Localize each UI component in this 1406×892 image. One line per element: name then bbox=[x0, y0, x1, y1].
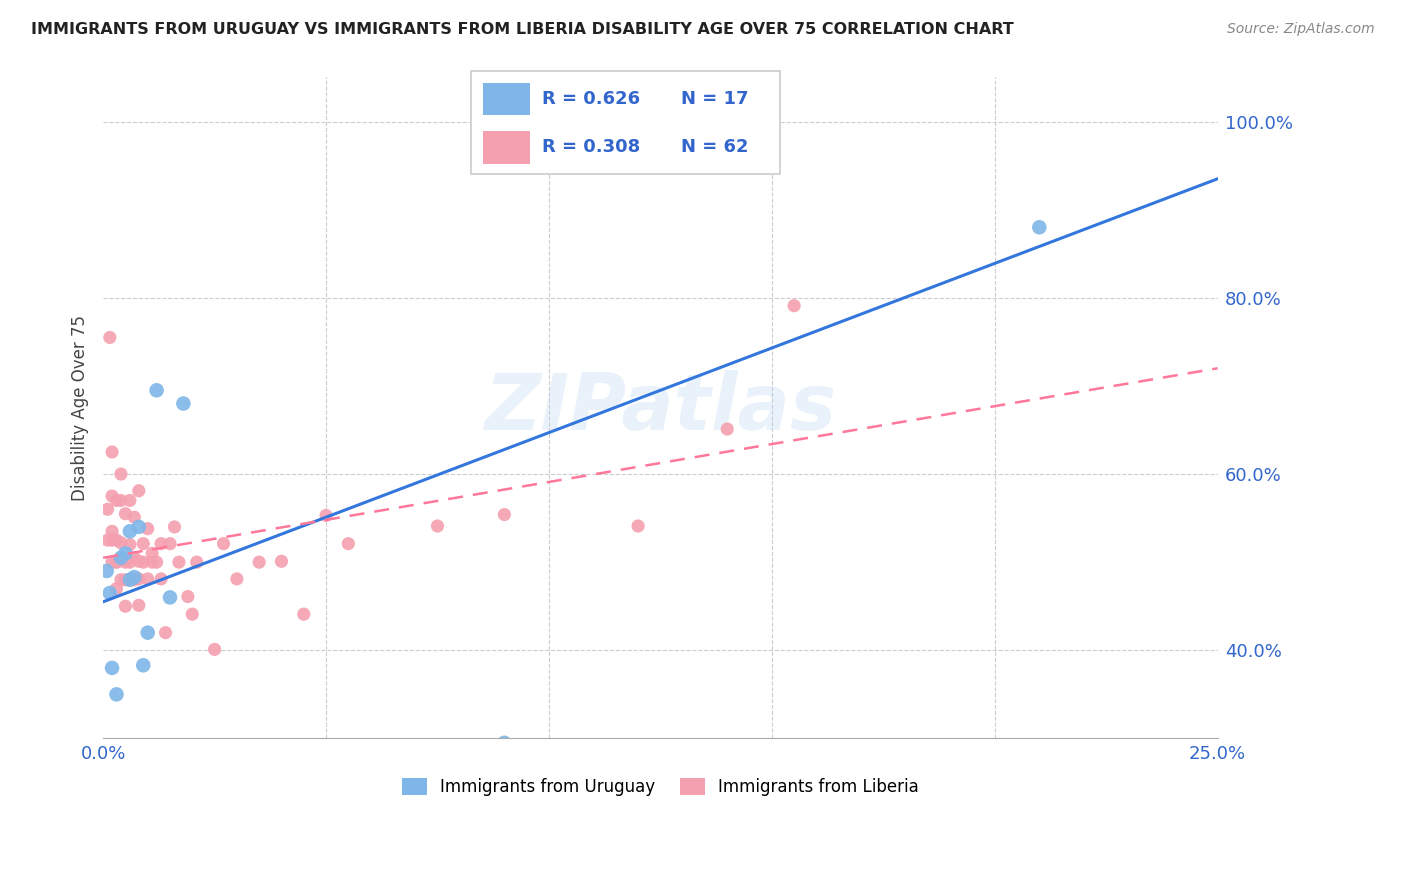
Point bbox=[270, 554, 292, 568]
Point bbox=[101, 555, 124, 569]
Point bbox=[716, 422, 738, 436]
Text: R = 0.308: R = 0.308 bbox=[543, 138, 640, 156]
Point bbox=[145, 384, 167, 398]
Point bbox=[163, 520, 186, 534]
Point bbox=[118, 573, 141, 587]
FancyBboxPatch shape bbox=[484, 83, 530, 115]
Point bbox=[136, 572, 159, 586]
Point bbox=[98, 586, 121, 600]
Point bbox=[118, 537, 141, 551]
Point bbox=[494, 508, 516, 522]
Point bbox=[150, 572, 173, 586]
Point bbox=[124, 550, 146, 565]
Text: N = 62: N = 62 bbox=[682, 138, 749, 156]
Point bbox=[426, 519, 449, 533]
Point bbox=[128, 599, 150, 613]
Point bbox=[494, 736, 516, 750]
Point bbox=[97, 533, 120, 548]
Text: N = 17: N = 17 bbox=[682, 90, 749, 108]
Point bbox=[136, 522, 159, 536]
Point bbox=[110, 535, 132, 549]
Point bbox=[110, 467, 132, 481]
Point bbox=[132, 658, 155, 673]
Point bbox=[105, 533, 128, 548]
Point bbox=[118, 573, 141, 587]
Point bbox=[97, 502, 120, 516]
Point bbox=[101, 489, 124, 503]
Point bbox=[172, 396, 194, 410]
Point bbox=[114, 546, 136, 560]
Point bbox=[101, 524, 124, 539]
Point bbox=[292, 607, 315, 622]
Point bbox=[110, 573, 132, 587]
Point bbox=[128, 520, 150, 534]
Point bbox=[98, 330, 121, 344]
Point bbox=[155, 625, 177, 640]
Point bbox=[150, 536, 173, 550]
Point bbox=[105, 493, 128, 508]
Point bbox=[627, 519, 650, 533]
Point bbox=[159, 536, 181, 550]
Point bbox=[181, 607, 204, 622]
Point bbox=[110, 550, 132, 565]
Point bbox=[114, 507, 136, 521]
Text: R = 0.626: R = 0.626 bbox=[543, 90, 640, 108]
Point bbox=[783, 299, 806, 313]
Y-axis label: Disability Age Over 75: Disability Age Over 75 bbox=[72, 315, 89, 501]
Point bbox=[159, 591, 181, 605]
Point bbox=[212, 536, 235, 550]
Point bbox=[101, 533, 124, 548]
Point bbox=[315, 508, 337, 523]
Point bbox=[105, 555, 128, 569]
Point bbox=[118, 493, 141, 508]
Point bbox=[132, 536, 155, 550]
Point bbox=[114, 599, 136, 614]
Point bbox=[177, 590, 200, 604]
Point bbox=[110, 552, 132, 566]
Point bbox=[110, 493, 132, 508]
Point bbox=[114, 573, 136, 587]
Text: Source: ZipAtlas.com: Source: ZipAtlas.com bbox=[1227, 22, 1375, 37]
Point bbox=[128, 572, 150, 586]
Point bbox=[118, 524, 141, 539]
Legend: Immigrants from Uruguay, Immigrants from Liberia: Immigrants from Uruguay, Immigrants from… bbox=[395, 772, 925, 803]
Point bbox=[124, 570, 146, 584]
Point bbox=[96, 564, 118, 578]
Point bbox=[225, 572, 247, 586]
Point bbox=[124, 573, 146, 587]
FancyBboxPatch shape bbox=[471, 71, 780, 174]
Point bbox=[141, 546, 163, 560]
Point bbox=[1028, 220, 1050, 235]
Text: ZIPatlas: ZIPatlas bbox=[484, 370, 837, 446]
Point bbox=[337, 536, 360, 550]
Point bbox=[114, 555, 136, 569]
Point bbox=[167, 555, 190, 569]
Point bbox=[105, 687, 128, 701]
Point bbox=[128, 483, 150, 498]
Point bbox=[186, 555, 208, 569]
Point bbox=[145, 555, 167, 569]
Text: IMMIGRANTS FROM URUGUAY VS IMMIGRANTS FROM LIBERIA DISABILITY AGE OVER 75 CORREL: IMMIGRANTS FROM URUGUAY VS IMMIGRANTS FR… bbox=[31, 22, 1014, 37]
Point bbox=[105, 555, 128, 569]
Point bbox=[141, 555, 163, 569]
Point bbox=[204, 642, 226, 657]
Point bbox=[136, 625, 159, 640]
Point bbox=[101, 445, 124, 459]
Point bbox=[247, 555, 270, 569]
FancyBboxPatch shape bbox=[484, 131, 530, 163]
Point bbox=[105, 582, 128, 596]
Point bbox=[128, 554, 150, 568]
Point bbox=[101, 661, 124, 675]
Point bbox=[132, 555, 155, 569]
Point bbox=[124, 510, 146, 524]
Point bbox=[118, 555, 141, 569]
